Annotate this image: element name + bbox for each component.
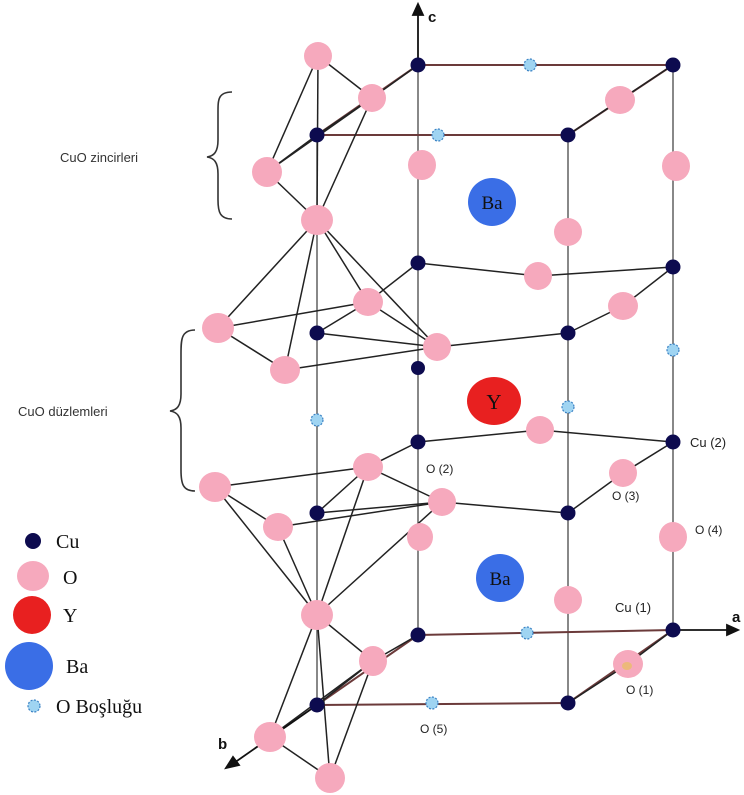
o5-label: O (5) [420, 722, 447, 736]
o-atom [428, 488, 456, 516]
legend-cu-icon [25, 533, 41, 549]
legend: Cu O Y Ba O Boşluğu [5, 531, 142, 718]
o-vacancy [561, 400, 575, 414]
o-vacancy [431, 128, 445, 142]
legend-vacancy-icon [27, 699, 41, 713]
o-atom [252, 157, 282, 187]
cu-atom [309, 697, 325, 713]
o-atom [254, 722, 286, 752]
cu-atom [665, 622, 681, 638]
o-atom [353, 453, 383, 481]
cu-atom [560, 695, 576, 711]
o2-label: O (2) [426, 462, 453, 476]
cu-atom [410, 434, 426, 450]
cu-atom [665, 259, 681, 275]
y-atom [467, 377, 521, 425]
ba-atom-upper [468, 178, 516, 226]
o-atom [301, 600, 333, 630]
o-atom [609, 459, 637, 487]
b-axis-arrow-icon [224, 755, 241, 770]
o-atom [659, 522, 687, 552]
o-atom [304, 42, 332, 70]
legend-o-icon [17, 561, 49, 591]
ba-atom-lower-label: Ba [489, 569, 511, 590]
o-vacancy [310, 413, 324, 427]
o-atom-o1-highlight [622, 662, 632, 670]
o4-label: O (4) [695, 523, 722, 537]
b-axis-label: b [218, 736, 227, 753]
chains-region-label: CuO zincirleri [60, 150, 138, 165]
o-atom [263, 513, 293, 541]
o-atom [605, 86, 635, 114]
o-atom [301, 205, 333, 235]
cu-atom [309, 127, 325, 143]
legend-vacancy-label: O Boşluğu [56, 696, 142, 718]
o-atom [407, 523, 433, 551]
ba-atom-upper-label: Ba [481, 193, 503, 214]
y-atom-label: Y [486, 390, 501, 414]
legend-y-icon [13, 596, 51, 634]
o-atom [526, 416, 554, 444]
a-axis-label: a [732, 609, 741, 626]
bonds [214, 55, 674, 779]
legend-ba-label: Ba [66, 656, 88, 678]
cu-atom [665, 434, 681, 450]
o-atom [353, 288, 383, 316]
o-atom [662, 151, 690, 181]
o-atom [358, 84, 386, 112]
cu2-label: Cu (2) [690, 435, 726, 450]
o-atom [524, 262, 552, 290]
planes-brace-icon [169, 329, 196, 492]
copper-atoms [309, 57, 681, 713]
o-atom [199, 472, 231, 502]
legend-o-label: O [63, 567, 77, 589]
planes-region-label: CuO düzlemleri [18, 404, 108, 419]
o1-label: O (1) [626, 683, 653, 697]
o-atom [270, 356, 300, 384]
cu-atom [309, 325, 325, 341]
cu-atom [560, 505, 576, 521]
cu-atom [410, 255, 426, 271]
o-vacancy [425, 696, 439, 710]
o3-label: O (3) [612, 489, 639, 503]
o-atom [408, 150, 436, 180]
c-axis-label: c [428, 9, 436, 26]
o-atom [608, 292, 638, 320]
o-atom [359, 646, 387, 676]
cu-atom [411, 361, 425, 375]
o-atom [554, 586, 582, 614]
a-axis-arrow-icon [726, 623, 741, 637]
ba-atom-lower [476, 554, 524, 602]
o-vacancy [520, 626, 534, 640]
cu-atom [560, 127, 576, 143]
o-atom [202, 313, 234, 343]
legend-y-label: Y [63, 605, 77, 627]
chains-brace-icon [206, 91, 233, 220]
legend-cu-label: Cu [56, 531, 79, 553]
cu-atom [309, 505, 325, 521]
site-labels: Cu (2) O (2) O (3) O (4) Cu (1) O (1) O … [420, 435, 726, 736]
cu-atom [665, 57, 681, 73]
o-vacancy [523, 58, 537, 72]
o-atom [423, 333, 451, 361]
o-atom [554, 218, 582, 246]
oxygen-atoms [199, 42, 690, 793]
cu-atom [410, 57, 426, 73]
oxygen-vacancies [310, 58, 680, 710]
cu1-label: Cu (1) [615, 600, 651, 615]
cu-atom [410, 627, 426, 643]
legend-ba-icon [5, 642, 53, 690]
cu-atom [560, 325, 576, 341]
o-vacancy [666, 343, 680, 357]
o-atom [315, 763, 345, 793]
c-axis-arrow-icon [411, 1, 425, 16]
